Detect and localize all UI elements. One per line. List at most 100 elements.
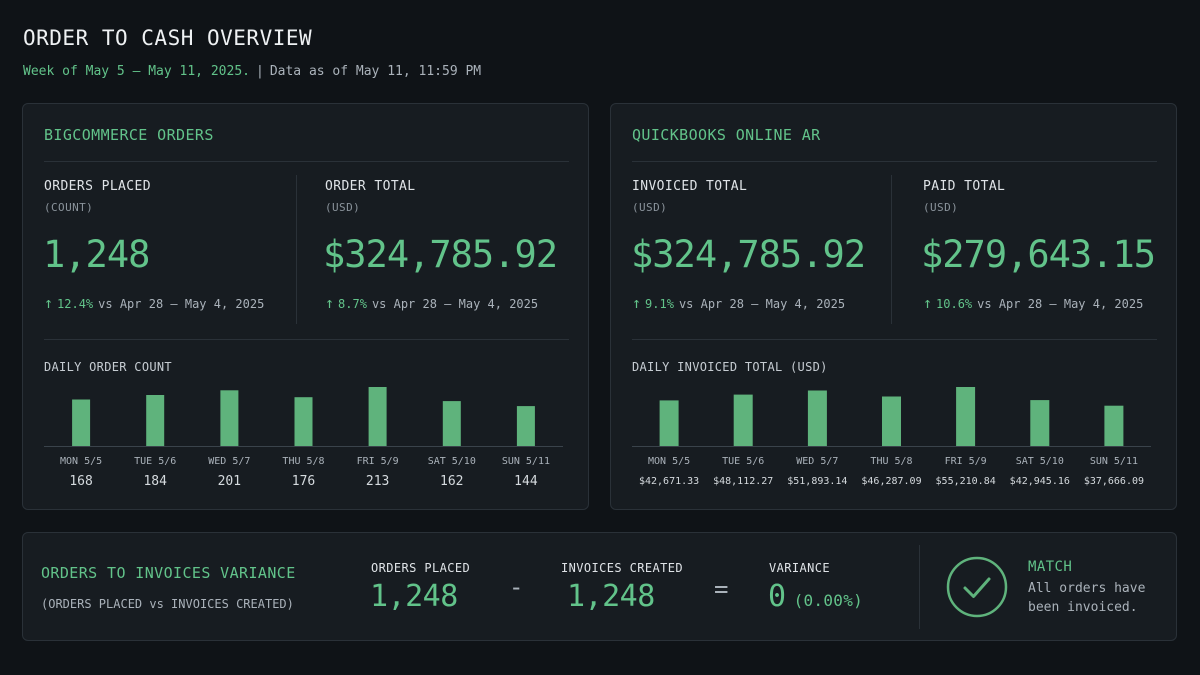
bar-wed-5-7 xyxy=(807,390,827,446)
day-value: 201 xyxy=(217,474,242,489)
week-range: Week of May 5 – May 11, 2025. xyxy=(23,64,250,79)
bar-sun-5-11 xyxy=(516,406,535,446)
orders-placed-count: 1,248 xyxy=(370,579,458,614)
day-label: MON 5/5 xyxy=(60,456,103,467)
quickbooks-panel: QUICKBOOKS ONLINE AR INVOICED TOTAL (USD… xyxy=(610,103,1177,510)
day-label: SUN 5/11 xyxy=(501,456,550,467)
divider xyxy=(44,339,569,340)
kpi-delta: ↑ 9.1% vs Apr 28 – May 4, 2025 xyxy=(632,294,845,312)
divider xyxy=(919,545,920,629)
bar-thu-5-8 xyxy=(294,397,313,446)
day-value: $55,210.84 xyxy=(935,476,996,487)
kpi-unit: (USD) xyxy=(325,201,361,214)
day-label: SAT 5/10 xyxy=(427,456,476,467)
day-value: 176 xyxy=(291,474,316,489)
bar-chart-svg xyxy=(44,387,563,447)
day-label: TUE 5/6 xyxy=(722,456,765,467)
bar-tue-5-6 xyxy=(146,395,165,446)
day-label: TUE 5/6 xyxy=(134,456,177,467)
variance-label: VARIANCE xyxy=(769,561,830,575)
day-label: SAT 5/10 xyxy=(1015,456,1064,467)
bar-thu-5-8 xyxy=(882,396,901,446)
invoices-created-label: INVOICES CREATED xyxy=(561,561,683,575)
delta-percent: 9.1% xyxy=(645,297,674,311)
day-label: THU 5/8 xyxy=(870,456,913,467)
bar-sun-5-11 xyxy=(1104,405,1124,446)
divider xyxy=(891,175,892,324)
page-subtitle: Week of May 5 – May 11, 2025. | Data as of… xyxy=(23,64,481,79)
divider xyxy=(44,161,569,162)
orders-placed-label: ORDERS PLACED xyxy=(371,561,471,575)
day-label: SUN 5/11 xyxy=(1089,456,1138,467)
day-value: 213 xyxy=(365,474,390,489)
invoices-created-count: 1,248 xyxy=(567,579,655,614)
day-label: MON 5/5 xyxy=(648,456,691,467)
kpi-delta: ↑ 8.7% vs Apr 28 – May 4, 2025 xyxy=(325,294,538,312)
bar-mon-5-5 xyxy=(72,399,91,446)
divider xyxy=(632,161,1157,162)
panel-title: QUICKBOOKS ONLINE AR xyxy=(632,126,821,144)
match-title: MATCH xyxy=(1028,559,1073,575)
divider xyxy=(296,175,297,324)
match-text-line-1: All orders have xyxy=(1028,581,1146,596)
delta-comparison: vs Apr 28 – May 4, 2025 xyxy=(98,297,265,311)
chart-title: DAILY INVOICED TOTAL (USD) xyxy=(632,360,828,374)
arrow-up-icon: ↑ xyxy=(325,294,335,312)
day-value: 168 xyxy=(69,474,93,489)
variance-panel: ORDERS TO INVOICES VARIANCE (ORDERS PLAC… xyxy=(22,532,1177,641)
bar-fri-5-9 xyxy=(368,387,387,446)
bar-sat-5-10 xyxy=(442,401,461,446)
day-label: FRI 5/9 xyxy=(944,456,987,467)
day-value: $46,287.09 xyxy=(861,476,922,487)
day-label: WED 5/7 xyxy=(208,456,251,467)
panel-title: BIGCOMMERCE ORDERS xyxy=(44,126,214,144)
bar-sat-5-10 xyxy=(1030,400,1050,446)
orders-placed-value: 1,248 xyxy=(43,233,150,276)
match-text-line-2: been invoiced. xyxy=(1028,600,1138,615)
day-label: FRI 5/9 xyxy=(356,456,399,467)
bigcommerce-panel: BIGCOMMERCE ORDERS ORDERS PLACED (COUNT)… xyxy=(22,103,589,510)
bar-wed-5-7 xyxy=(220,390,239,446)
arrow-up-icon: ↑ xyxy=(632,294,642,312)
page-title: ORDER TO CASH OVERVIEW xyxy=(23,26,313,50)
divider xyxy=(632,339,1157,340)
invoiced-total-value: $324,785.92 xyxy=(631,233,866,276)
kpi-delta: ↑ 12.4% vs Apr 28 – May 4, 2025 xyxy=(44,294,264,312)
check-circle-icon xyxy=(946,556,1008,618)
variance-value-group: 0 (0.00%) xyxy=(768,579,863,614)
arrow-up-icon: ↑ xyxy=(44,294,54,312)
daily-order-count-chart: MON 5/5 168 TUE 5/6 184 WED 5/7 201 THU 5/8 176… xyxy=(44,379,563,499)
arrow-up-icon: ↑ xyxy=(923,294,933,312)
kpi-unit: (COUNT) xyxy=(44,201,94,214)
chart-title: DAILY ORDER COUNT xyxy=(44,360,172,374)
day-value: 184 xyxy=(143,474,167,489)
day-label: WED 5/7 xyxy=(796,456,839,467)
day-value: 162 xyxy=(440,474,464,489)
variance-percent: (0.00%) xyxy=(793,591,864,610)
bar-fri-5-9 xyxy=(956,387,976,446)
delta-percent: 10.6% xyxy=(936,297,973,311)
day-value: $42,671.33 xyxy=(638,476,700,487)
delta-comparison: vs Apr 28 – May 4, 2025 xyxy=(371,297,539,311)
variance-subtitle: (ORDERS PLACED vs INVOICES CREATED) xyxy=(41,597,294,611)
delta-percent: 12.4% xyxy=(57,297,94,311)
day-value: $51,893.14 xyxy=(787,476,848,487)
daily-invoiced-total-chart: MON 5/5 $42,671.33 TUE 5/6 $48,112.27 WED 5/… xyxy=(632,379,1151,499)
data-as-of: Data as of May 11, 11:59 PM xyxy=(269,64,482,79)
paid-total-value: $279,643.15 xyxy=(921,233,1156,276)
day-value: $48,112.27 xyxy=(713,476,774,487)
day-label: THU 5/8 xyxy=(282,456,325,467)
bar-chart-svg xyxy=(632,387,1151,447)
bar-tue-5-6 xyxy=(733,394,753,446)
subtitle-separator: | xyxy=(255,64,264,79)
delta-percent: 8.7% xyxy=(338,297,367,311)
order-total-value: $324,785.92 xyxy=(323,233,558,276)
day-value: $37,666.09 xyxy=(1083,476,1145,487)
minus-sign: - xyxy=(509,573,524,601)
kpi-label: INVOICED TOTAL xyxy=(632,179,748,194)
kpi-label: ORDER TOTAL xyxy=(325,179,416,194)
bar-mon-5-5 xyxy=(659,400,679,446)
variance-value: 0 xyxy=(768,579,786,614)
kpi-unit: (USD) xyxy=(632,201,668,214)
variance-title: ORDERS TO INVOICES VARIANCE xyxy=(41,564,296,582)
